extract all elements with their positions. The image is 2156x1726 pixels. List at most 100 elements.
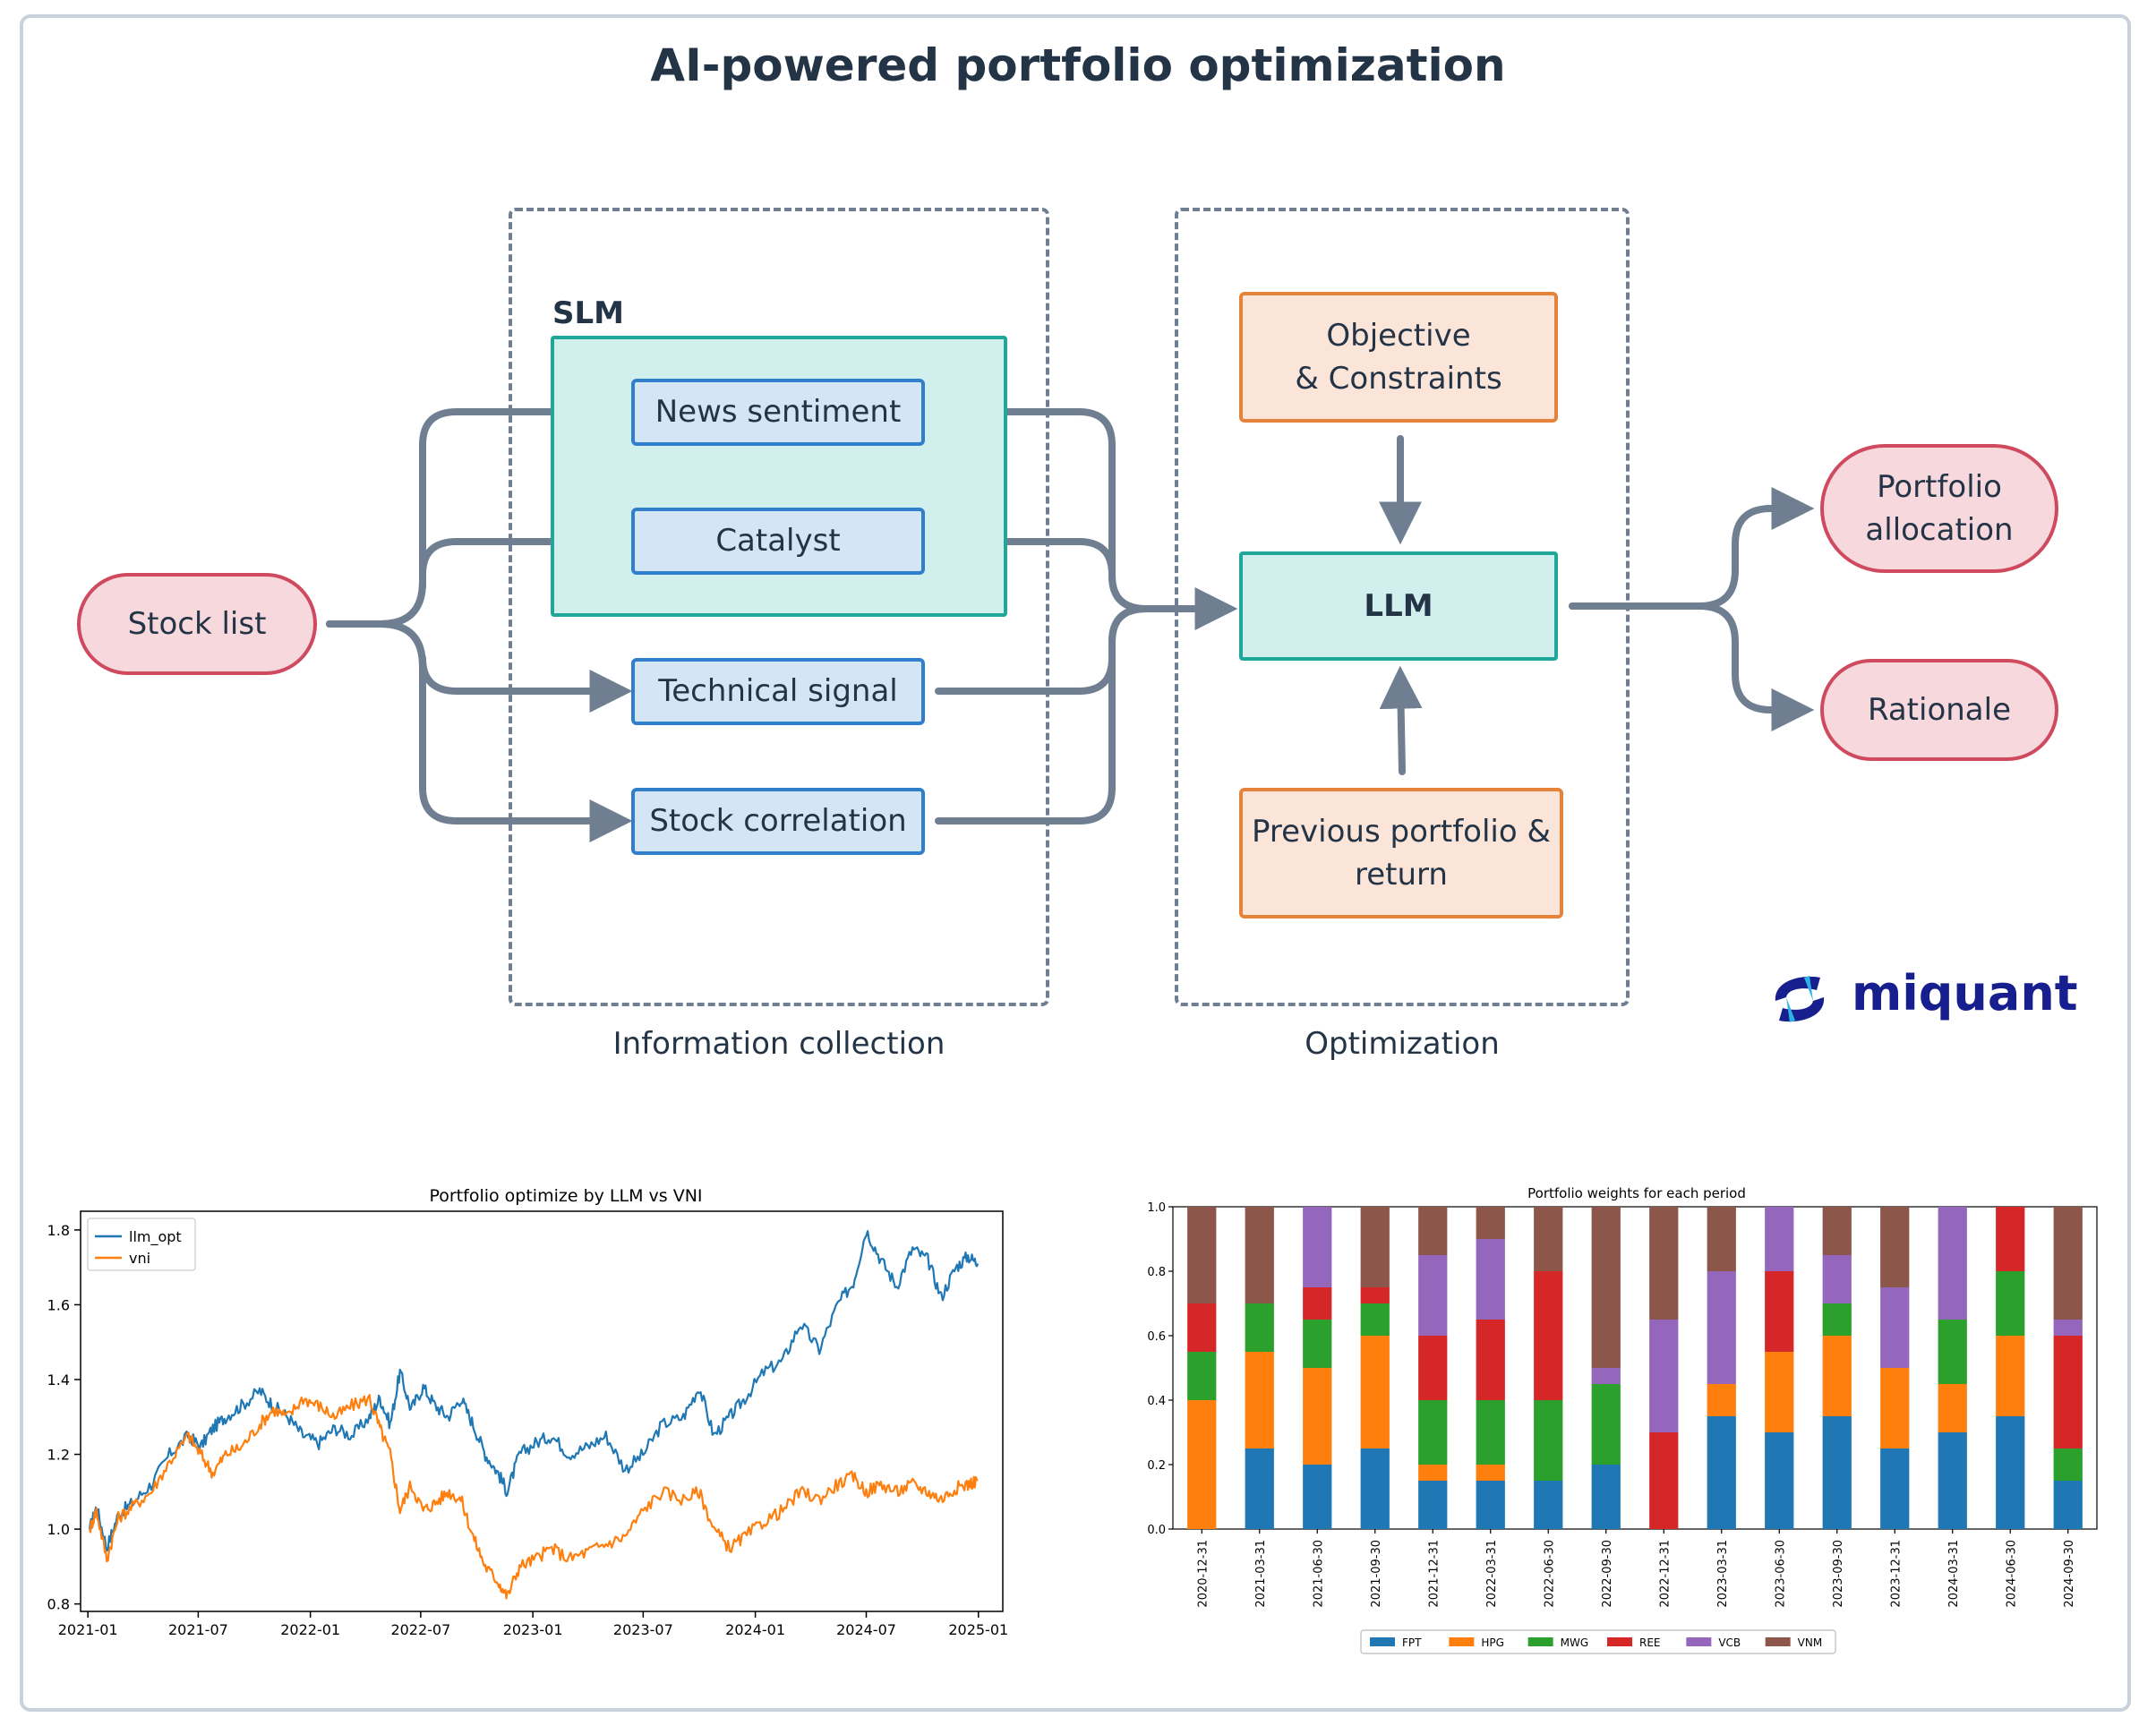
news-sentiment-box: News sentiment (631, 379, 925, 446)
legend-label-VNM: VNM (1798, 1636, 1823, 1649)
bar-segment-FPT (1303, 1465, 1332, 1529)
bar-segment-FPT (2053, 1481, 2083, 1529)
y-tick-label: 0.6 (1147, 1330, 1166, 1344)
bar-segment-REE (1996, 1207, 2025, 1271)
legend-label-FPT: FPT (1402, 1636, 1422, 1649)
line-chart: Portfolio optimize by LLM vs VNI 2021-01… (47, 1186, 1009, 1638)
llm-label: LLM (1364, 587, 1433, 624)
arrow-catalyst-to-llm (1004, 538, 1150, 612)
series-line-llm_opt (89, 1230, 980, 1552)
stacked-bar-chart: Portfolio weights for each period 0.0 0.2… (1147, 1185, 2098, 1654)
x-tick-label: 2020-12-31 (1196, 1540, 1210, 1608)
miquant-logo-text: miquant (1852, 965, 2078, 1021)
bar-segment-FPT (1418, 1481, 1448, 1529)
bar-segment-VCB (1938, 1207, 1967, 1320)
bar-segment-MWG (1476, 1400, 1505, 1465)
information-collection-caption: Information collection (612, 1026, 945, 1062)
previous-label-line1: Previous portfolio & (1252, 813, 1551, 850)
x-tick-label: 2022-09-30 (1601, 1540, 1614, 1608)
bar-segment-MWG (1591, 1384, 1621, 1465)
bar-segment-FPT (1360, 1448, 1390, 1529)
bar-segment-VNM (1245, 1207, 1274, 1303)
bar-segment-HPG (1476, 1465, 1505, 1481)
bar-segment-REE (1649, 1432, 1679, 1529)
bar-segment-FPT (1765, 1432, 1794, 1529)
bar-segment-VNM (1707, 1207, 1736, 1271)
bar-segment-MWG (1418, 1400, 1448, 1465)
x-tick-label: 2023-07 (613, 1621, 673, 1638)
legend-swatch-VNM (1765, 1637, 1791, 1646)
bar-segment-FPT (1534, 1481, 1563, 1529)
bar-segment-FPT (1245, 1448, 1274, 1529)
bar-segment-HPG (1938, 1384, 1967, 1432)
bar-segment-REE (1303, 1287, 1332, 1320)
y-tick-label: 0.4 (1147, 1395, 1166, 1408)
objective-constraints-box: Objective & Constraints (1239, 292, 1558, 423)
arrow-stock-to-catalyst (326, 538, 554, 628)
bar-segment-MWG (1303, 1320, 1332, 1368)
bar-segment-HPG (1245, 1352, 1274, 1448)
technical-signal-box: Technical signal (631, 658, 925, 725)
bar-segment-VCB (1476, 1239, 1505, 1320)
bar-segment-HPG (1360, 1336, 1390, 1448)
legend-swatch-MWG (1527, 1637, 1553, 1646)
catalyst-box: Catalyst (631, 508, 925, 575)
x-tick-label: 2024-09-30 (2063, 1540, 2076, 1608)
bar-segment-MWG (2053, 1448, 2083, 1481)
page-frame (20, 14, 2131, 1712)
x-tick-label: 2022-07 (390, 1621, 450, 1638)
bar-segment-VNM (1822, 1207, 1852, 1255)
bar-segment-HPG (1996, 1336, 2025, 1416)
bar-segment-REE (2053, 1336, 2083, 1448)
objective-label-line2: & Constraints (1295, 361, 1502, 397)
bar-segment-HPG (1880, 1368, 1910, 1448)
legend-label-HPG: HPG (1481, 1636, 1504, 1649)
x-tick-label: 2024-06-30 (2005, 1540, 2018, 1608)
arrow-stock-to-news (326, 408, 554, 628)
y-tick-label: 1.2 (47, 1447, 70, 1464)
stock-correlation-label: Stock correlation (649, 803, 907, 840)
portfolio-label-line1: Portfolio (1877, 468, 2002, 505)
x-tick-label: 2023-12-31 (1889, 1540, 1903, 1608)
bar-segment-HPG (1187, 1400, 1217, 1529)
arrow-correlation-to-llm (935, 605, 1150, 825)
information-collection-group (509, 208, 1049, 1006)
catalyst-label: Catalyst (715, 523, 841, 560)
legend-swatch-VCB (1686, 1637, 1712, 1646)
bar-segment-FPT (1476, 1481, 1505, 1529)
y-tick-label: 1.4 (47, 1371, 70, 1388)
legend-label-llm_opt: llm_opt (129, 1228, 182, 1246)
x-tick-label: 2021-03-31 (1254, 1540, 1268, 1608)
previous-portfolio-box: Previous portfolio & return (1239, 788, 1563, 919)
bar-segment-HPG (1418, 1465, 1448, 1481)
llm-box: LLM (1239, 551, 1558, 661)
bar-segment-HPG (1822, 1336, 1852, 1416)
x-tick-label: 2023-09-30 (1832, 1540, 1845, 1608)
bar-segment-MWG (1996, 1271, 2025, 1336)
bar-segment-MWG (1822, 1303, 1852, 1336)
y-tick-label: 1.0 (47, 1521, 70, 1538)
arrow-llm-to-rationale (1569, 602, 1815, 731)
bar-segment-REE (1187, 1303, 1217, 1352)
y-tick-label: 0.0 (1147, 1524, 1166, 1537)
bar-segment-FPT (1880, 1448, 1910, 1529)
series-line-vni (89, 1394, 979, 1600)
optimization-caption: Optimization (1305, 1026, 1500, 1062)
x-tick-label: 2023-06-30 (1774, 1540, 1787, 1608)
y-tick-label: 0.2 (1147, 1459, 1166, 1473)
page-title: AI-powered portfolio optimization (650, 39, 1506, 91)
x-tick-label: 2021-06-30 (1312, 1540, 1325, 1608)
bar-segment-MWG (1938, 1320, 1967, 1384)
bar-segment-VCB (1418, 1255, 1448, 1336)
x-tick-label: 2022-12-31 (1658, 1540, 1672, 1608)
bar-segment-VCB (1880, 1287, 1910, 1368)
stock-list-label: Stock list (127, 605, 267, 642)
x-tick-label: 2021-07 (168, 1621, 228, 1638)
bar-segment-HPG (1765, 1352, 1794, 1432)
bar-segment-VCB (1707, 1271, 1736, 1384)
bar-segment-VNM (2053, 1207, 2083, 1320)
y-tick-label: 1.0 (1147, 1201, 1166, 1215)
x-tick-label: 2021-09-30 (1370, 1540, 1383, 1608)
y-tick-label: 1.6 (47, 1296, 70, 1313)
